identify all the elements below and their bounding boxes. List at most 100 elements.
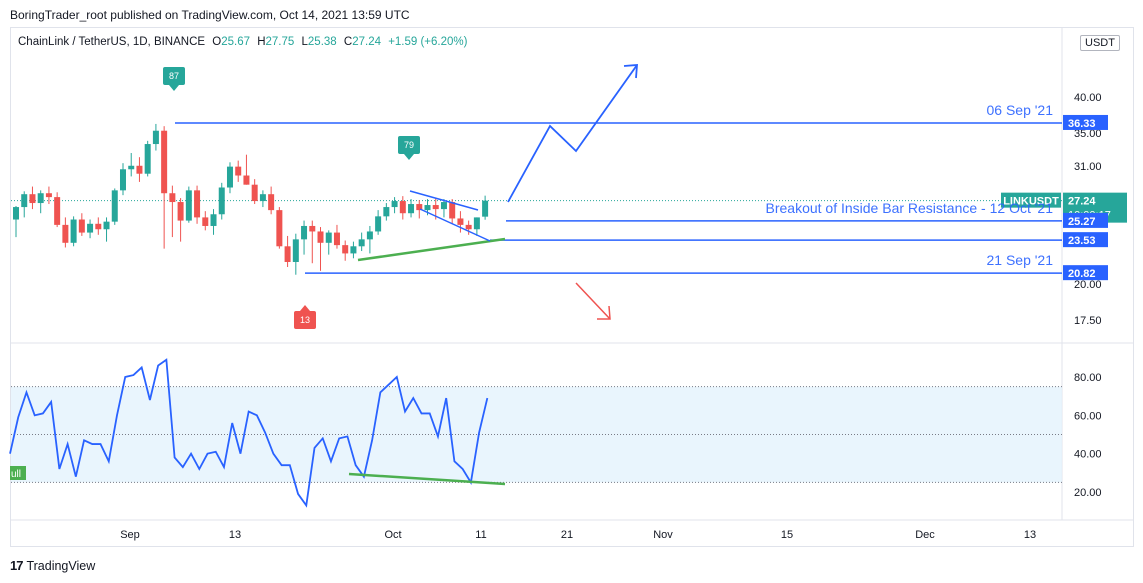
candle-body (342, 245, 349, 254)
pivot-marker-label: 79 (404, 140, 414, 150)
candle-body (161, 130, 168, 194)
candle-body (128, 165, 135, 170)
level-label: 06 Sep '21 (986, 102, 1053, 118)
brand-name: TradingView (26, 558, 96, 573)
candle-body (185, 190, 192, 221)
candle-body (284, 246, 291, 262)
down-arrow-head (597, 305, 611, 320)
publisher-note: BoringTrader_root published on TradingVi… (10, 8, 410, 22)
rsi-tick-label: 80.00 (1074, 372, 1102, 384)
candle-body (95, 223, 102, 230)
candle-body (144, 144, 151, 174)
time-tick-label: Sep (120, 529, 140, 541)
price-tag-bg (1063, 232, 1108, 248)
candle-body (21, 194, 28, 208)
change-value: +1.59 (+6.20%) (388, 36, 468, 48)
low-label: L (301, 36, 308, 48)
time-tick-label: 13 (229, 529, 241, 541)
candle-body (358, 239, 365, 247)
candle-body (226, 166, 233, 188)
close-value: 27.24 (352, 36, 381, 48)
symbol-tag: LINKUSDT (1003, 196, 1059, 208)
symbol-tag-bg (1001, 192, 1061, 208)
time-tick-label: 11 (475, 529, 486, 541)
candle-body (416, 204, 423, 211)
rsi-tick-label: 40.00 (1074, 449, 1102, 461)
tradingview-logo-icon: 17 (10, 558, 24, 573)
price-tick-label: 20.00 (1074, 279, 1102, 291)
candle-body (391, 201, 398, 208)
candle-body (136, 165, 143, 174)
candle-body (301, 225, 308, 240)
price-tag-bg (1063, 114, 1108, 130)
candle-body (87, 223, 94, 233)
high-label: H (257, 36, 266, 48)
price-tag: 23.53 (1068, 235, 1096, 247)
candle-body (292, 239, 299, 262)
pivot-marker-bg (398, 136, 420, 154)
rsi-left-tag: ull (11, 469, 21, 480)
time-tick-label: 13 (1024, 529, 1036, 541)
projection-path (507, 64, 638, 203)
pivot-marker-tip (300, 305, 310, 311)
rsi-tick-label: 60.00 (1074, 410, 1102, 422)
last-price-tag: 27.24 (1068, 196, 1096, 208)
candle-body (119, 169, 126, 191)
candle-body (177, 202, 184, 221)
level-label: 21 Sep '21 (986, 252, 1053, 268)
candle-body (243, 175, 250, 185)
candle-body (194, 190, 201, 218)
price-tick-label: 31.00 (1074, 161, 1102, 173)
symbol-legend: ChainLink / TetherUS, 1D, BINANCE O25.67… (18, 36, 467, 48)
pivot-marker-tip (404, 154, 414, 160)
price-tick-label: 40.00 (1074, 92, 1102, 104)
candle-body (54, 197, 61, 225)
candle-body (424, 205, 431, 211)
candle-body (29, 194, 36, 204)
candle-body (440, 202, 447, 210)
candle-body (210, 214, 217, 226)
rsi-divergence-line (348, 472, 506, 486)
candle-body (375, 216, 382, 232)
candle-body (235, 166, 242, 176)
candle-body (111, 190, 118, 222)
candle-body (465, 224, 472, 230)
candle-body (13, 207, 19, 220)
candle-body (482, 200, 489, 217)
symbol-title: ChainLink / TetherUS, 1D, BINANCE (18, 36, 206, 48)
candle-body (218, 187, 225, 215)
open-value: 25.67 (221, 36, 250, 48)
candle-body (325, 232, 332, 243)
time-tick-label: Nov (653, 529, 673, 541)
footer-brand: 17 TradingView (10, 558, 95, 573)
chart-frame (10, 27, 1134, 547)
currency-button[interactable]: USDT (1080, 35, 1120, 51)
high-value: 27.75 (265, 36, 295, 48)
open-label: O (212, 36, 222, 48)
candle-body (45, 193, 52, 198)
candle-body (473, 217, 480, 230)
down-arrow-shaft (575, 282, 611, 320)
candle-body (399, 201, 406, 214)
low-value: 25.38 (307, 36, 337, 48)
rsi-left-tag-bg (10, 466, 26, 480)
candle-body (62, 224, 69, 243)
candle-body (383, 207, 390, 217)
time-tick-label: 21 (561, 529, 573, 541)
pivot-marker-label: 87 (169, 71, 179, 81)
pivot-marker-bg (294, 311, 316, 329)
price-tag-bg (1063, 265, 1108, 281)
price-tick-label: 35.00 (1074, 128, 1102, 140)
support-trendline (357, 237, 506, 262)
candle-body (78, 219, 85, 233)
projection-arrowhead (623, 64, 638, 79)
price-tag: 20.82 (1068, 268, 1096, 280)
candle-body (457, 218, 464, 225)
price-tag-bg (1063, 212, 1108, 228)
candle-body (152, 130, 159, 145)
candle-body (333, 232, 340, 246)
candle-body (408, 204, 415, 214)
candle-body (432, 205, 439, 210)
candle-body (251, 184, 258, 202)
